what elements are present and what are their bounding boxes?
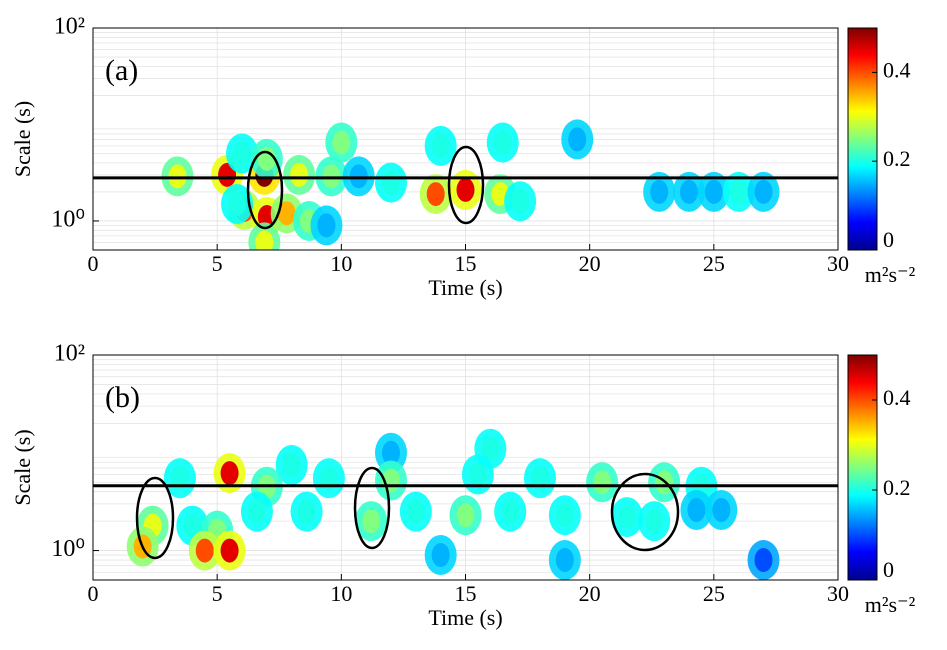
x-tick-label: 15 xyxy=(455,251,477,276)
blob xyxy=(233,141,251,166)
blob xyxy=(456,503,475,528)
blob xyxy=(257,146,276,171)
blob xyxy=(645,509,664,534)
blob xyxy=(362,509,381,534)
y-tick-label: 10⁰ xyxy=(51,536,85,562)
blob xyxy=(317,213,336,238)
blob xyxy=(511,189,530,214)
panel-label: (a) xyxy=(105,54,138,87)
heatmap xyxy=(126,428,780,580)
blob xyxy=(501,499,520,524)
blob xyxy=(247,499,266,524)
blob xyxy=(297,499,316,524)
x-axis-label: Time (s) xyxy=(428,605,502,630)
x-tick-label: 30 xyxy=(827,581,849,606)
blob xyxy=(754,548,773,573)
blob xyxy=(220,538,239,563)
blob xyxy=(617,505,636,530)
blob xyxy=(431,543,450,568)
blob xyxy=(426,182,445,207)
x-axis-label: Time (s) xyxy=(428,275,502,300)
blob xyxy=(406,499,425,524)
highlight-ellipse xyxy=(135,476,175,560)
x-tick-label: 0 xyxy=(88,251,99,276)
blob xyxy=(170,466,189,491)
y-tick-label: 10⁰ xyxy=(51,206,85,232)
x-tick-label: 5 xyxy=(212,581,223,606)
colorbar-tick-label: 0.4 xyxy=(883,57,911,82)
blob xyxy=(456,177,475,202)
x-tick-label: 25 xyxy=(703,251,725,276)
blob xyxy=(183,513,202,538)
blob xyxy=(593,470,612,495)
panel-label: (b) xyxy=(105,381,140,414)
blob xyxy=(290,162,309,187)
blob xyxy=(218,162,237,187)
blob xyxy=(680,179,698,204)
colorbar-tick-label: 0.4 xyxy=(883,385,911,410)
blob xyxy=(712,497,731,522)
blob xyxy=(555,503,574,528)
blob xyxy=(319,466,338,491)
x-tick-label: 10 xyxy=(330,581,352,606)
blob xyxy=(468,462,487,487)
blob xyxy=(493,130,512,155)
blob xyxy=(754,179,773,204)
highlight-ellipse xyxy=(447,145,485,225)
blob xyxy=(555,548,574,573)
y-tick-label: 10² xyxy=(54,341,85,367)
colorbar xyxy=(847,354,878,581)
blob xyxy=(255,230,274,250)
highlight-ellipse xyxy=(610,472,680,552)
blob xyxy=(481,436,500,461)
colorbar-tick-label: 0 xyxy=(883,557,894,582)
blob xyxy=(282,452,301,477)
x-tick-label: 15 xyxy=(455,581,477,606)
blob xyxy=(195,538,214,563)
blob xyxy=(729,179,748,204)
blob xyxy=(687,497,706,522)
heatmap xyxy=(161,119,780,250)
y-axis-label: Scale (s) xyxy=(10,101,35,177)
colorbar-unit: m²s⁻² xyxy=(865,262,916,287)
y-tick-label: 10² xyxy=(54,14,85,40)
blob xyxy=(220,461,239,486)
x-tick-label: 30 xyxy=(827,251,849,276)
blob xyxy=(568,127,587,152)
x-tick-label: 5 xyxy=(212,251,223,276)
y-axis-label: Scale (s) xyxy=(10,429,35,505)
highlight-ellipse xyxy=(246,150,284,230)
highlight-ellipse xyxy=(353,466,391,550)
colorbar-tick-label: 0 xyxy=(883,227,894,252)
x-tick-label: 20 xyxy=(579,251,601,276)
blob xyxy=(382,440,400,465)
colorbar-tick-label: 0.2 xyxy=(883,146,911,171)
blob xyxy=(277,201,296,226)
colorbar xyxy=(847,27,878,251)
colorbar-unit: m²s⁻² xyxy=(865,592,916,617)
blob xyxy=(531,466,549,491)
x-tick-label: 25 xyxy=(703,581,725,606)
blob xyxy=(382,170,400,195)
x-tick-label: 10 xyxy=(330,251,352,276)
blob xyxy=(332,130,351,155)
x-tick-label: 20 xyxy=(579,581,601,606)
blob xyxy=(704,179,723,204)
blob xyxy=(650,179,669,204)
colorbar-tick-label: 0.2 xyxy=(883,475,911,500)
blob xyxy=(228,191,247,216)
blob xyxy=(431,133,450,158)
x-tick-label: 0 xyxy=(88,581,99,606)
